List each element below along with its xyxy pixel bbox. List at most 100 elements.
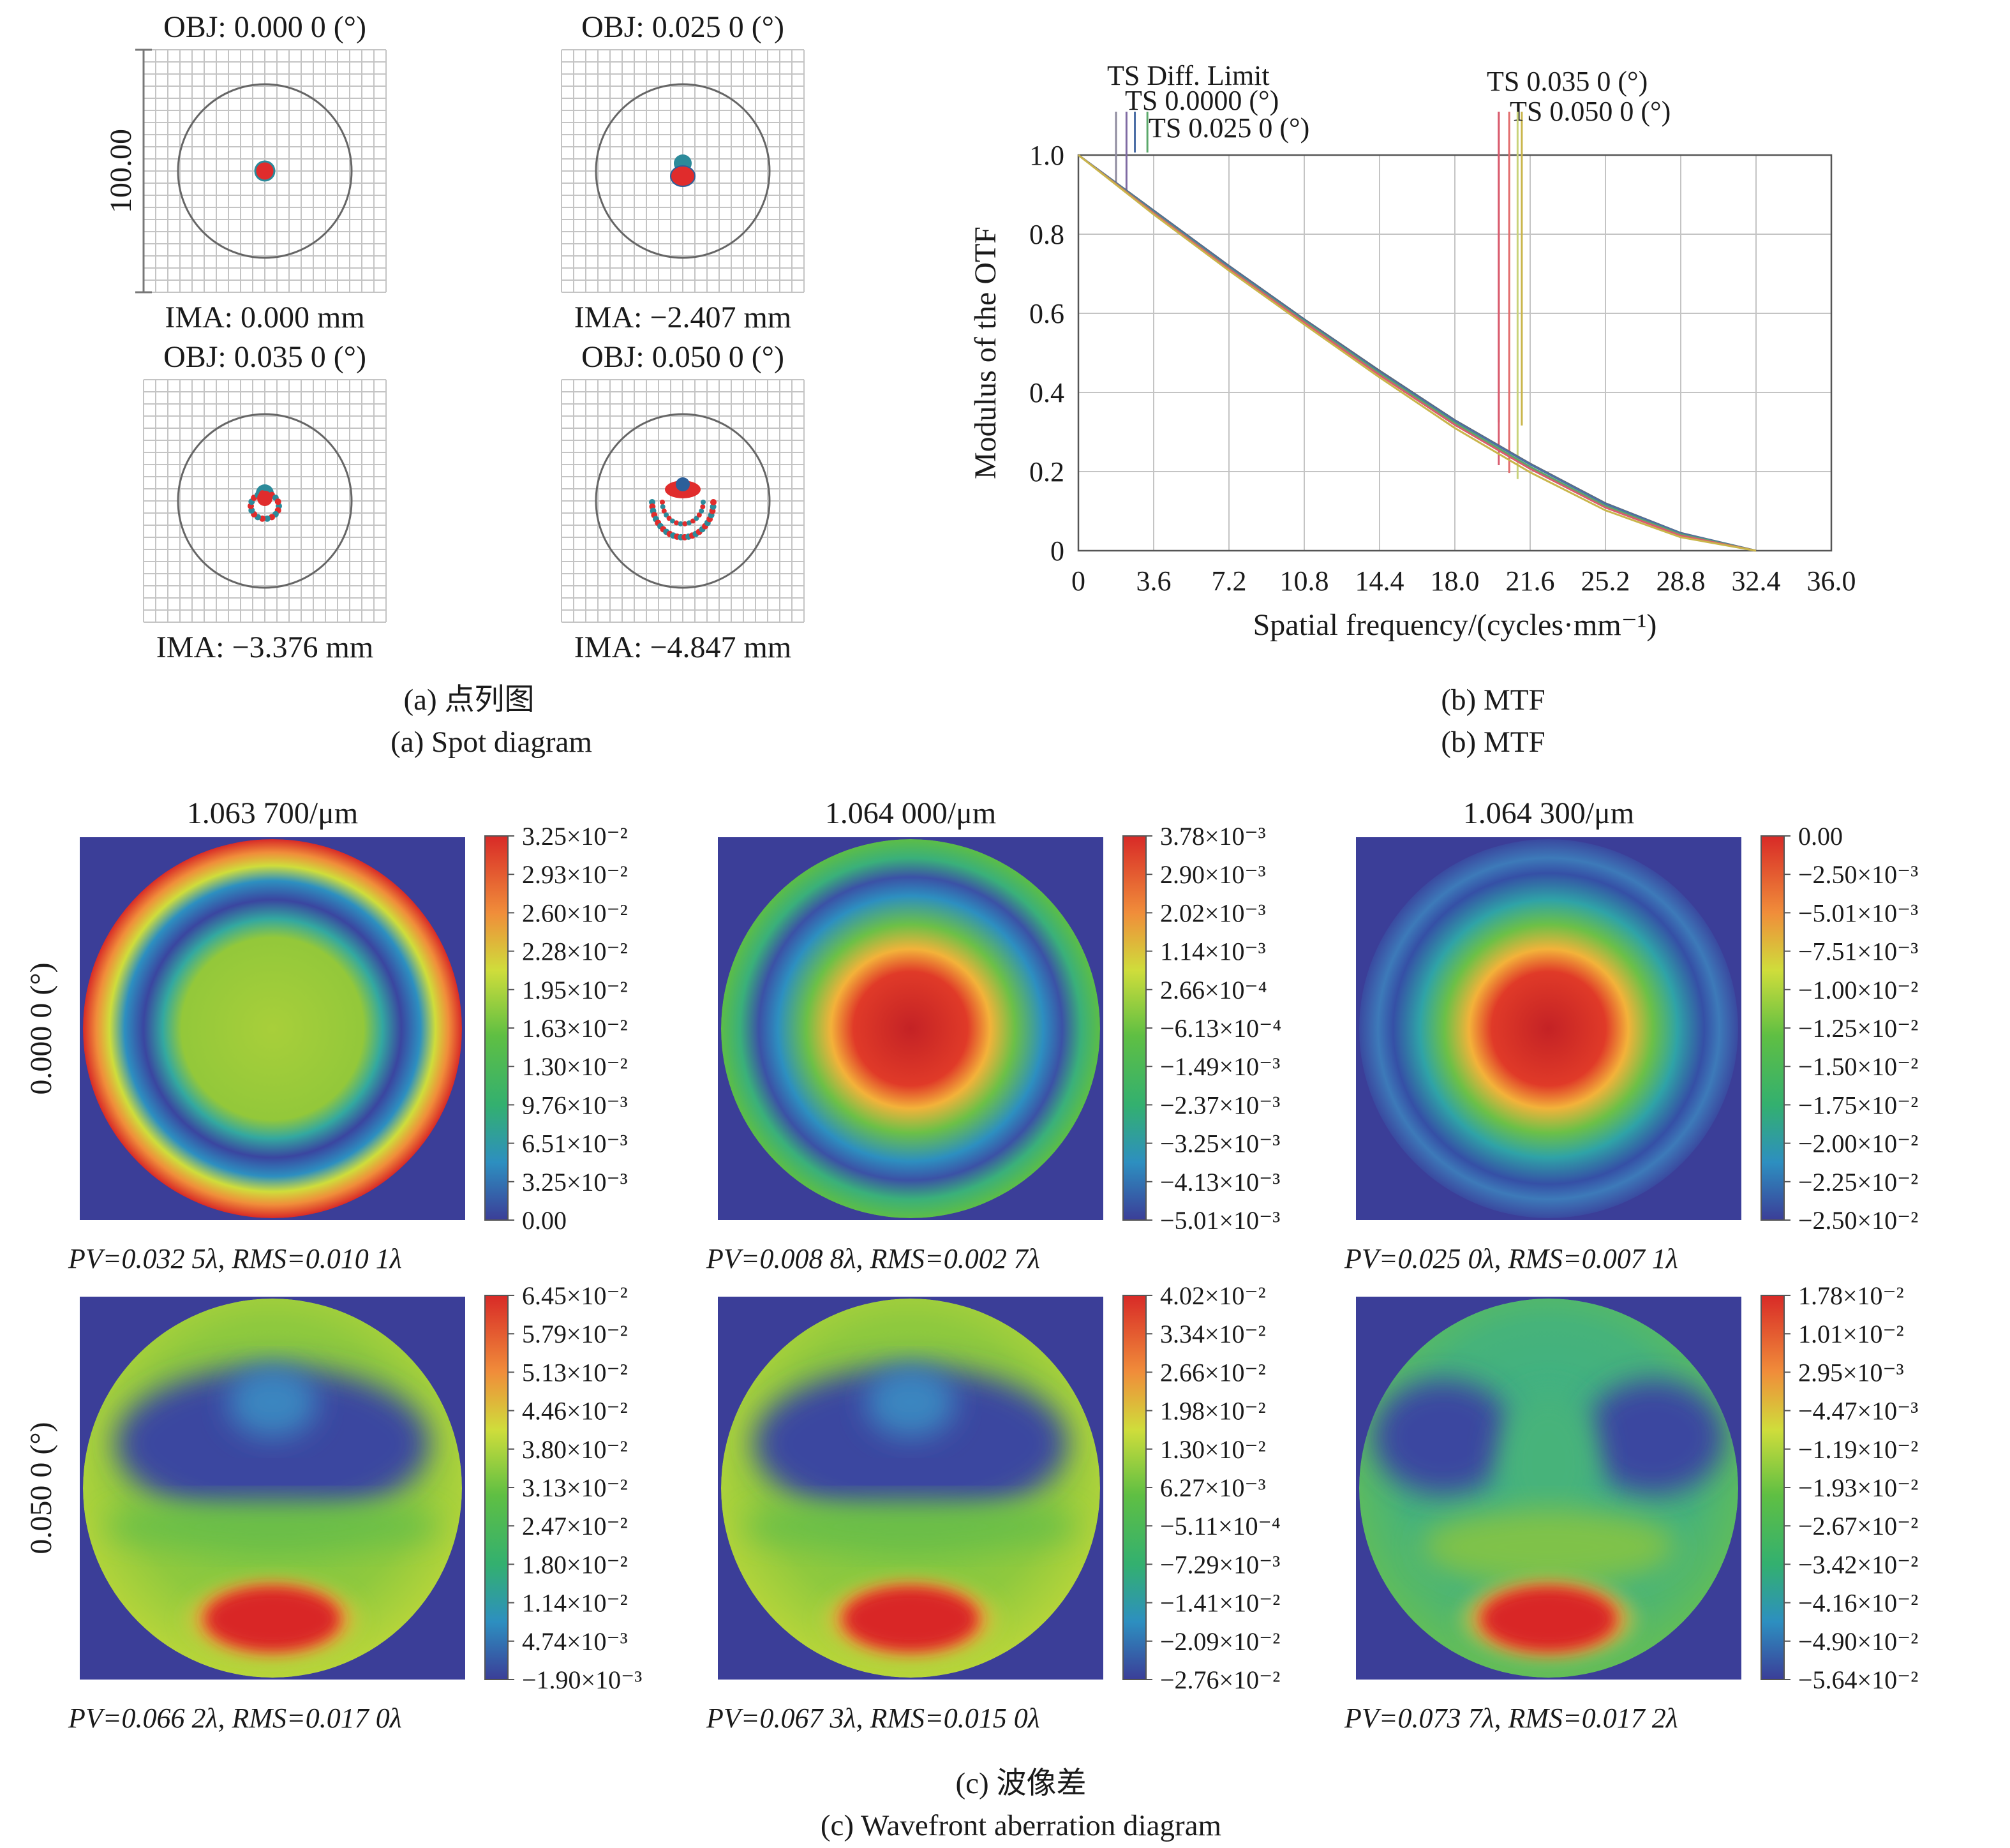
colorbar-label: −3.25×10⁻³ <box>1160 1129 1280 1158</box>
colorbar-label: 2.90×10⁻³ <box>1160 860 1266 889</box>
spot-point <box>686 520 692 526</box>
spot-point <box>700 504 706 510</box>
airy-disk-circle <box>177 83 353 259</box>
colorbar-label: 1.01×10⁻² <box>1798 1320 1904 1348</box>
colorbar-label: −2.76×10⁻² <box>1160 1665 1280 1694</box>
wavefront-low-lobe <box>228 1367 317 1437</box>
mtf-x-tick: 32.4 <box>1732 565 1781 597</box>
colorbar-label: 1.80×10⁻² <box>522 1550 628 1579</box>
spot-point <box>682 521 688 526</box>
colorbar-label: −4.16×10⁻² <box>1798 1589 1918 1618</box>
colorbar-label: −5.64×10⁻² <box>1798 1665 1918 1694</box>
spot-caption-cn: (a) 点列图 <box>404 683 535 717</box>
wavefront-panel: 6.45×10⁻² 5.79×10⁻² 5.13×10⁻² 4.46×10⁻² 3.80… <box>68 1281 642 1734</box>
colorbar <box>1122 1295 1147 1680</box>
colorbar-label: −5.01×10⁻³ <box>1160 1206 1280 1235</box>
colorbar-label: 2.02×10⁻³ <box>1160 898 1266 927</box>
mtf-legend-label: TS 0.035 0 (°) <box>1487 66 1648 97</box>
colorbar-label: 4.74×10⁻³ <box>522 1627 628 1656</box>
colorbar-label: −2.67×10⁻² <box>1798 1512 1918 1540</box>
wavefront-low-lobe <box>116 1367 429 1520</box>
colorbar-label: −7.51×10⁻³ <box>1798 937 1918 966</box>
colorbar-label: −6.13×10⁻⁴ <box>1160 1014 1281 1043</box>
mtf-legend-label: TS 0.025 0 (°) <box>1149 112 1309 144</box>
colorbar-label: −4.90×10⁻² <box>1798 1627 1918 1656</box>
wavefront-peak <box>1482 1588 1616 1650</box>
colorbar-label: 1.78×10⁻² <box>1798 1281 1904 1310</box>
spot-obj-label: OBJ: 0.025 0 (°) <box>581 10 784 44</box>
mtf-caption-cn: (b) MTF <box>1441 683 1545 717</box>
mtf-x-tick: 0 <box>1071 565 1085 597</box>
wf-col-title-2: 1.064 000/μm <box>825 796 996 830</box>
mtf-x-tick: 14.4 <box>1355 565 1404 597</box>
mtf-legend-label: TS 0.0000 (°) <box>1125 85 1279 116</box>
mtf-x-tick: 28.8 <box>1656 565 1706 597</box>
wavefront-mid-band <box>745 1501 1076 1552</box>
colorbar-label: 3.80×10⁻² <box>522 1435 628 1464</box>
mtf-y-tick: 0 <box>1050 535 1064 567</box>
wf-col-title-1: 1.063 700/μm <box>187 796 358 830</box>
colorbar-label: −3.42×10⁻² <box>1798 1550 1918 1579</box>
wavefront-pv-rms: PV=0.025 0λ, RMS=0.007 1λ <box>1344 1243 1678 1274</box>
colorbar-label: 3.78×10⁻³ <box>1160 822 1266 851</box>
colorbar-label: −2.37×10⁻³ <box>1160 1091 1280 1119</box>
colorbar-label: 1.30×10⁻² <box>1160 1435 1266 1464</box>
wavefront-pupil <box>1359 839 1738 1218</box>
wavefront-peak <box>205 1588 339 1650</box>
spot-point <box>694 516 699 521</box>
spot-cluster <box>257 491 272 506</box>
colorbar-label: −7.29×10⁻³ <box>1160 1550 1280 1579</box>
colorbar-label: 1.63×10⁻² <box>522 1014 628 1043</box>
spot-ima-label: IMA: −2.407 mm <box>574 301 791 334</box>
wavefront-pv-rms: PV=0.032 5λ, RMS=0.010 1λ <box>68 1243 402 1274</box>
wavefront-maps: 1.063 700/μm 1.064 000/μm 1.064 300/μm 0… <box>24 796 1918 1842</box>
colorbar-label: −1.93×10⁻² <box>1798 1473 1918 1502</box>
spot-cell: OBJ: 0.050 0 (°) IMA: −4.847 mm <box>561 340 805 664</box>
wf-col-title-3: 1.064 300/μm <box>1463 796 1634 830</box>
colorbar-label: 5.13×10⁻² <box>522 1358 628 1387</box>
colorbar <box>484 835 509 1221</box>
colorbar-label: −2.00×10⁻² <box>1798 1129 1918 1158</box>
spot-obj-label: OBJ: 0.000 0 (°) <box>163 10 366 44</box>
spot-ima-label: IMA: −3.376 mm <box>156 630 373 664</box>
wavefront-pupil <box>1359 1299 1738 1678</box>
airy-disk-circle <box>177 413 353 589</box>
wavefront-map <box>83 839 462 1218</box>
wavefront-pv-rms: PV=0.008 8λ, RMS=0.002 7λ <box>706 1243 1040 1274</box>
mtf-plot-frame <box>1077 154 1833 552</box>
wavefront-pv-rms: PV=0.066 2λ, RMS=0.017 0λ <box>68 1703 402 1734</box>
spot-point <box>710 499 717 505</box>
spot-caption-en: (a) Spot diagram <box>391 726 592 759</box>
colorbar-label: 1.95×10⁻² <box>522 976 628 1004</box>
colorbar-label: −5.01×10⁻³ <box>1798 898 1918 927</box>
spot-point <box>660 504 666 510</box>
colorbar-label: −1.19×10⁻² <box>1798 1435 1918 1464</box>
spot-point <box>661 508 667 514</box>
mtf-x-tick: 21.6 <box>1506 565 1555 597</box>
spot-cluster <box>670 165 696 187</box>
spot-scale-label: 100.00 <box>104 129 138 213</box>
mtf-x-tick: 3.6 <box>1136 565 1172 597</box>
spot-cell: OBJ: 0.035 0 (°) IMA: −3.376 mm <box>143 340 387 664</box>
colorbar <box>1122 835 1147 1221</box>
colorbar <box>484 1295 509 1680</box>
colorbar-label: 1.98×10⁻² <box>1160 1397 1266 1426</box>
mtf-legend-label: TS 0.050 0 (°) <box>1510 96 1671 127</box>
colorbar-label: 0.00 <box>522 1206 567 1235</box>
spot-cluster <box>254 160 276 182</box>
spot-point <box>264 515 271 522</box>
colorbar <box>1761 835 1785 1221</box>
colorbar-label: −1.50×10⁻² <box>1798 1052 1918 1081</box>
colorbar-label: −1.41×10⁻² <box>1160 1589 1280 1618</box>
colorbar-label: 2.66×10⁻⁴ <box>1160 976 1267 1004</box>
wavefront-low-lobe <box>1373 1380 1514 1494</box>
spot-ima-label: IMA: 0.000 mm <box>165 301 364 334</box>
mtf-series-line <box>1078 154 1757 552</box>
wavefront-panel: 1.78×10⁻² 1.01×10⁻² 2.95×10⁻³ −4.47×10⁻³ −1.… <box>1344 1281 1918 1734</box>
colorbar-label: −1.25×10⁻² <box>1798 1014 1918 1043</box>
spot-obj-label: OBJ: 0.035 0 (°) <box>163 340 366 374</box>
colorbar-label: 1.14×10⁻³ <box>1160 937 1266 966</box>
wavefront-map <box>1359 839 1738 1218</box>
spot-ima-label: IMA: −4.847 mm <box>574 630 791 664</box>
colorbar-label: −2.50×10⁻³ <box>1798 860 1918 889</box>
